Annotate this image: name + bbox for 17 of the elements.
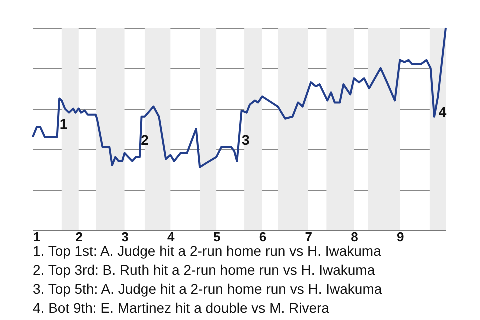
x-tick-label: 5 xyxy=(213,230,221,244)
annotation: 3 xyxy=(242,132,250,148)
x-tick-label: 3 xyxy=(122,230,129,244)
x-tick-label: 6 xyxy=(259,230,267,244)
x-tick-label: 4 xyxy=(168,230,176,244)
annotation: 1 xyxy=(60,116,68,132)
text: 2. Top 3rd: B. Ruth hit a 2-run home run vs H. Iwakuma xyxy=(33,261,376,280)
text: 3. Top 5th: A. Judge hit a 2-run home run vs H. Iwakuma xyxy=(33,280,382,299)
annotation: 2 xyxy=(141,132,150,148)
x-tick-label: 1 xyxy=(34,230,41,244)
text: 1. Top 1st: A. Judge hit a 2-run home run vs H. Iwakuma xyxy=(33,242,382,261)
x-tick-label: 7 xyxy=(305,230,312,244)
x-tick-label: 9 xyxy=(396,230,404,244)
annotation: 4 xyxy=(438,104,447,120)
text: 4. Bot 9th: E. Martinez hit a double vs M. Rivera xyxy=(33,299,330,318)
x-tick-label: 8 xyxy=(351,230,358,244)
x-tick-label: 2 xyxy=(76,230,84,244)
